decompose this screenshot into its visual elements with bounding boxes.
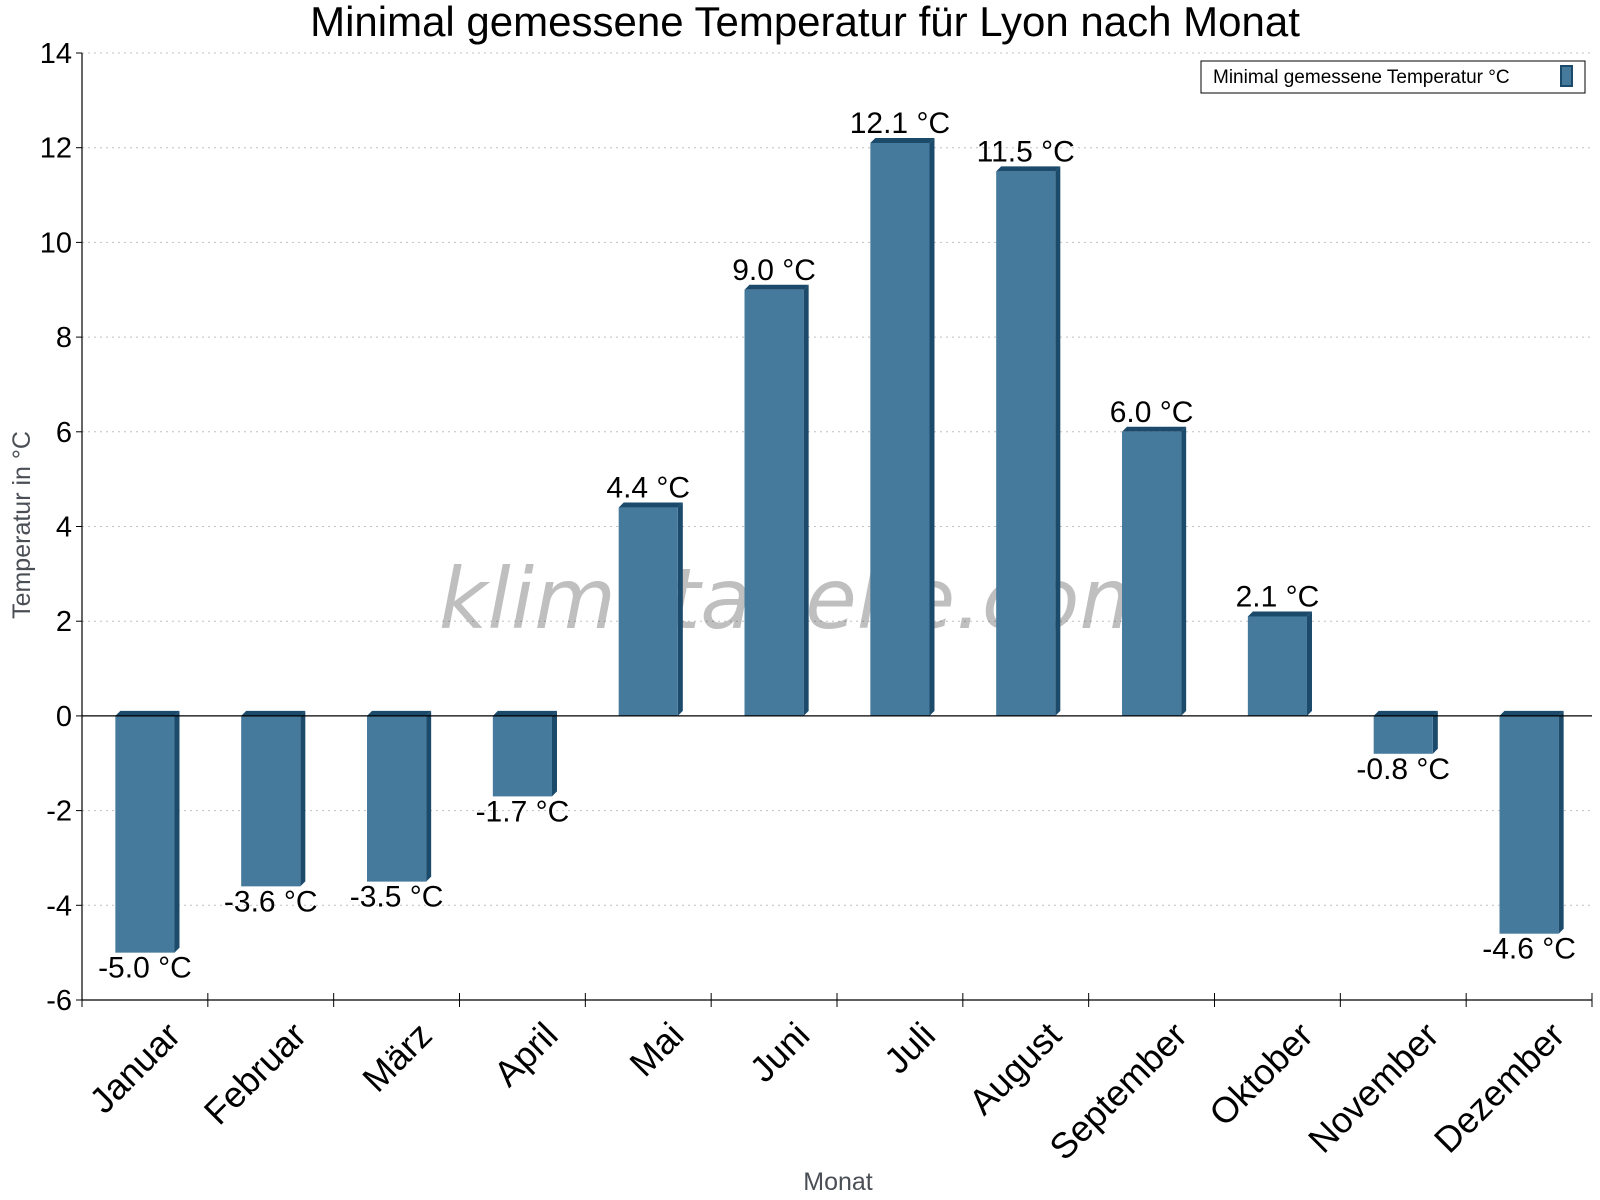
x-tick-label: Februar	[196, 1014, 314, 1132]
bar-side	[1558, 710, 1564, 934]
x-tick-label: September	[1041, 1014, 1195, 1168]
bar	[367, 715, 427, 882]
y-axis-label: Temperatur in °C	[8, 431, 36, 619]
bar-side	[677, 502, 683, 716]
x-tick-label: Mai	[621, 1014, 691, 1084]
legend-swatch	[1560, 65, 1573, 87]
y-tick-label: 14	[40, 38, 72, 70]
y-tick-label: -2	[46, 796, 72, 828]
bar-side	[1306, 611, 1312, 716]
bar-side	[803, 284, 809, 716]
bar-top	[996, 166, 1061, 172]
bar	[241, 715, 301, 887]
bar	[618, 507, 678, 716]
data-label: -5.0 °C	[98, 952, 192, 985]
y-tick-label: 8	[56, 322, 72, 354]
bar-side	[929, 137, 935, 716]
bar	[1499, 715, 1559, 934]
x-tick-label: April	[486, 1014, 566, 1094]
bar	[1373, 715, 1433, 754]
y-tick-label: -6	[46, 985, 72, 1017]
data-label: -4.6 °C	[1482, 933, 1576, 966]
data-label: 11.5 °C	[977, 135, 1075, 168]
y-tick-label: 10	[40, 227, 72, 259]
x-tick-label: November	[1300, 1014, 1446, 1160]
x-axis-label: Monat	[803, 1168, 873, 1196]
bar-top	[1122, 426, 1187, 432]
data-labels: -5.0 °C -3.6 °C -3.5 °C -1.7 °C 4.4 °C 9.0 °C…	[98, 107, 1576, 985]
y-tick-label: 12	[40, 133, 72, 165]
data-label: -0.8 °C	[1356, 753, 1450, 786]
bar-side	[1181, 426, 1187, 716]
bar-top	[618, 502, 683, 508]
bar-top	[1499, 710, 1564, 716]
data-label: 6.0 °C	[1110, 396, 1194, 429]
data-label: -3.5 °C	[350, 881, 444, 914]
bar-top	[870, 137, 935, 143]
bar-side	[426, 710, 432, 882]
bar-side	[174, 710, 180, 953]
x-tick-label: August	[961, 1014, 1069, 1122]
chart-title: Minimal gemessene Temperatur für Lyon na…	[310, 0, 1300, 45]
data-label: 4.4 °C	[606, 472, 690, 505]
y-tick-label: 4	[56, 512, 72, 544]
legend-label: Minimal gemessene Temperatur °C	[1213, 67, 1510, 88]
y-tick-label: -4	[46, 890, 72, 922]
legend-box	[1200, 60, 1586, 94]
x-tick-labels: Januar Februar März April Mai Juni Juli AugustS…	[81, 1014, 1572, 1168]
axes	[81, 53, 1593, 1007]
data-label: 12.1 °C	[850, 107, 950, 140]
y-tick-label: 0	[56, 701, 72, 733]
x-tick-label: Januar	[81, 1014, 188, 1121]
data-label: -1.7 °C	[476, 795, 570, 828]
data-label: 9.0 °C	[732, 254, 816, 287]
bar	[870, 142, 930, 716]
grid	[76, 52, 1592, 1001]
y-tick-label: 6	[56, 417, 72, 449]
bar-top	[492, 710, 557, 716]
bars	[115, 137, 1564, 953]
bar-top	[241, 710, 306, 716]
bar-side	[1432, 710, 1438, 754]
bar	[1122, 431, 1182, 716]
x-tick-label: März	[354, 1014, 440, 1100]
bar-top	[744, 284, 809, 290]
bar-side	[551, 710, 557, 797]
bar-top	[1373, 710, 1438, 716]
bar	[996, 171, 1056, 716]
bar-side	[300, 710, 306, 887]
x-tick-label: Juli	[876, 1014, 943, 1081]
legend: Minimal gemessene Temperatur °C	[1200, 60, 1586, 94]
data-label: -3.6 °C	[224, 885, 318, 918]
bar-top	[1247, 611, 1312, 617]
x-tick-label: Dezember	[1426, 1014, 1572, 1160]
data-label: 2.1 °C	[1236, 580, 1320, 613]
bar	[744, 289, 804, 716]
bar	[492, 715, 552, 797]
y-tick-labels: 14 12 10 8 6 4 2 0 -2 -4 -6	[40, 38, 72, 1017]
x-tick-label: Juni	[742, 1014, 818, 1090]
bar-top	[367, 710, 432, 716]
bar-top	[115, 710, 180, 716]
x-tick-label: Oktober	[1201, 1014, 1321, 1134]
bar	[115, 715, 175, 953]
bar	[1247, 616, 1307, 716]
y-tick-label: 2	[56, 606, 72, 638]
bar-side	[1055, 166, 1061, 716]
